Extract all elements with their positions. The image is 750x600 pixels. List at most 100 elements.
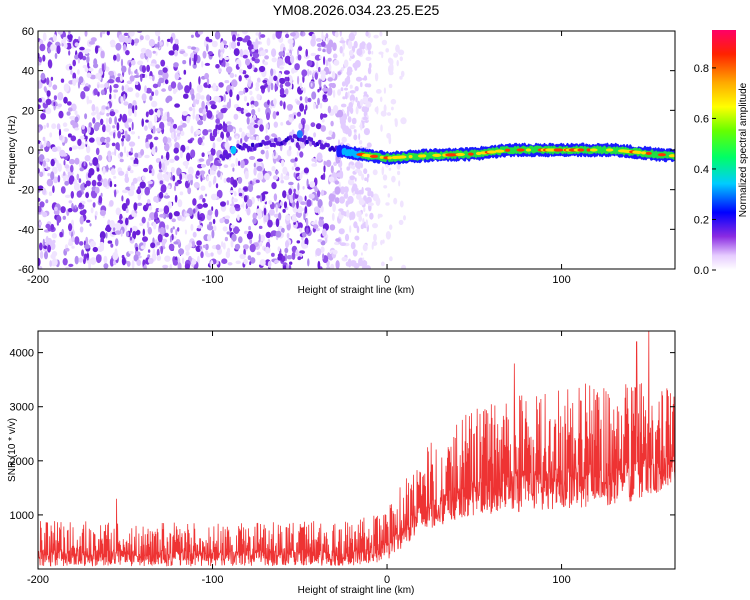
- noise-blob: [195, 92, 201, 101]
- ridge-spot: [296, 130, 303, 139]
- noise-blob: [113, 89, 118, 93]
- noise-blob: [141, 93, 147, 102]
- noise-blob: [249, 239, 253, 244]
- noise-blob: [137, 186, 141, 193]
- noise-blob: [289, 261, 293, 265]
- noise-blob: [105, 117, 109, 125]
- noise-blob: [80, 183, 86, 191]
- noise-blob: [99, 31, 103, 38]
- noise-blob: [290, 32, 296, 37]
- noise-blob: [88, 177, 91, 181]
- noise-blob: [206, 175, 210, 182]
- noise-blob: [105, 142, 110, 148]
- noise-blob: [295, 31, 300, 39]
- noise-blob: [271, 48, 277, 58]
- noise-blob: [115, 53, 121, 62]
- noise-blob: [141, 175, 146, 181]
- noise-blob: [278, 51, 284, 57]
- noise-blob: [125, 231, 130, 238]
- noise-blob: [188, 169, 192, 173]
- noise-blob: [332, 249, 338, 255]
- noise-blob: [256, 77, 261, 83]
- noise-blob: [195, 53, 198, 62]
- noise-blob: [332, 203, 336, 213]
- noise-blob: [319, 102, 323, 109]
- noise-blob: [152, 248, 156, 257]
- noise-blob: [285, 33, 290, 39]
- noise-blob: [360, 82, 363, 88]
- noise-blob: [259, 124, 264, 132]
- noise-blob: [187, 173, 194, 181]
- noise-blob: [296, 151, 299, 156]
- noise-blob: [76, 76, 79, 83]
- noise-blob: [349, 107, 354, 114]
- noise-blob: [102, 124, 106, 133]
- noise-blob: [388, 83, 393, 89]
- noise-blob: [341, 136, 347, 143]
- noise-blob: [325, 33, 329, 39]
- noise-blob: [235, 260, 241, 265]
- noise-blob: [121, 189, 129, 194]
- noise-blob: [39, 201, 45, 208]
- noise-blob: [148, 109, 154, 116]
- noise-blob: [221, 62, 224, 67]
- noise-blob: [249, 243, 256, 253]
- noise-blob: [187, 139, 193, 144]
- noise-blob: [353, 134, 358, 141]
- noise-blob: [230, 224, 235, 229]
- noise-blob: [267, 84, 271, 93]
- noise-blob: [238, 75, 242, 82]
- noise-blob: [132, 230, 137, 240]
- noise-blob: [109, 111, 116, 117]
- noise-blob: [180, 130, 185, 136]
- noise-blob: [124, 176, 130, 184]
- noise-blob: [320, 41, 326, 47]
- noise-blob: [334, 180, 340, 185]
- noise-blob: [186, 115, 191, 124]
- noise-blob: [332, 53, 338, 59]
- noise-blob: [216, 260, 219, 265]
- noise-blob: [140, 73, 143, 83]
- noise-blob: [366, 42, 372, 51]
- noise-blob: [355, 162, 357, 168]
- noise-blob: [218, 82, 224, 88]
- noise-blob: [291, 166, 295, 171]
- noise-blob: [129, 169, 134, 174]
- noise-blob: [292, 117, 295, 121]
- noise-blob: [71, 236, 75, 243]
- noise-blob: [140, 149, 145, 156]
- noise-blob: [277, 58, 284, 66]
- noise-blob: [52, 34, 57, 42]
- noise-blob: [131, 121, 134, 131]
- noise-blob: [196, 240, 202, 246]
- noise-blob: [95, 73, 101, 77]
- noise-blob: [176, 132, 181, 137]
- noise-blob: [134, 152, 139, 159]
- noise-blob: [216, 123, 223, 131]
- noise-blob: [257, 119, 263, 126]
- noise-blob: [243, 187, 248, 191]
- noise-blob: [128, 108, 133, 117]
- noise-blob: [256, 93, 261, 101]
- noise-blob: [131, 259, 135, 269]
- ridge-peak: [668, 154, 675, 158]
- noise-blob: [285, 214, 291, 221]
- noise-blob: [97, 245, 104, 253]
- noise-blob: [234, 204, 241, 209]
- noise-blob: [374, 72, 379, 82]
- ridge-precursor: [309, 137, 314, 142]
- noise-blob: [155, 127, 162, 132]
- noise-blob: [238, 192, 243, 197]
- noise-blob: [206, 94, 211, 102]
- noise-blob: [79, 215, 84, 225]
- noise-blob: [109, 39, 116, 46]
- noise-blob: [40, 113, 46, 120]
- noise-blob: [315, 104, 319, 109]
- noise-blob: [199, 194, 204, 200]
- noise-blob: [89, 159, 93, 164]
- noise-blob: [364, 177, 368, 181]
- noise-blob: [380, 239, 383, 246]
- noise-blob: [157, 41, 160, 49]
- noise-blob: [291, 251, 296, 260]
- noise-blob: [162, 67, 168, 73]
